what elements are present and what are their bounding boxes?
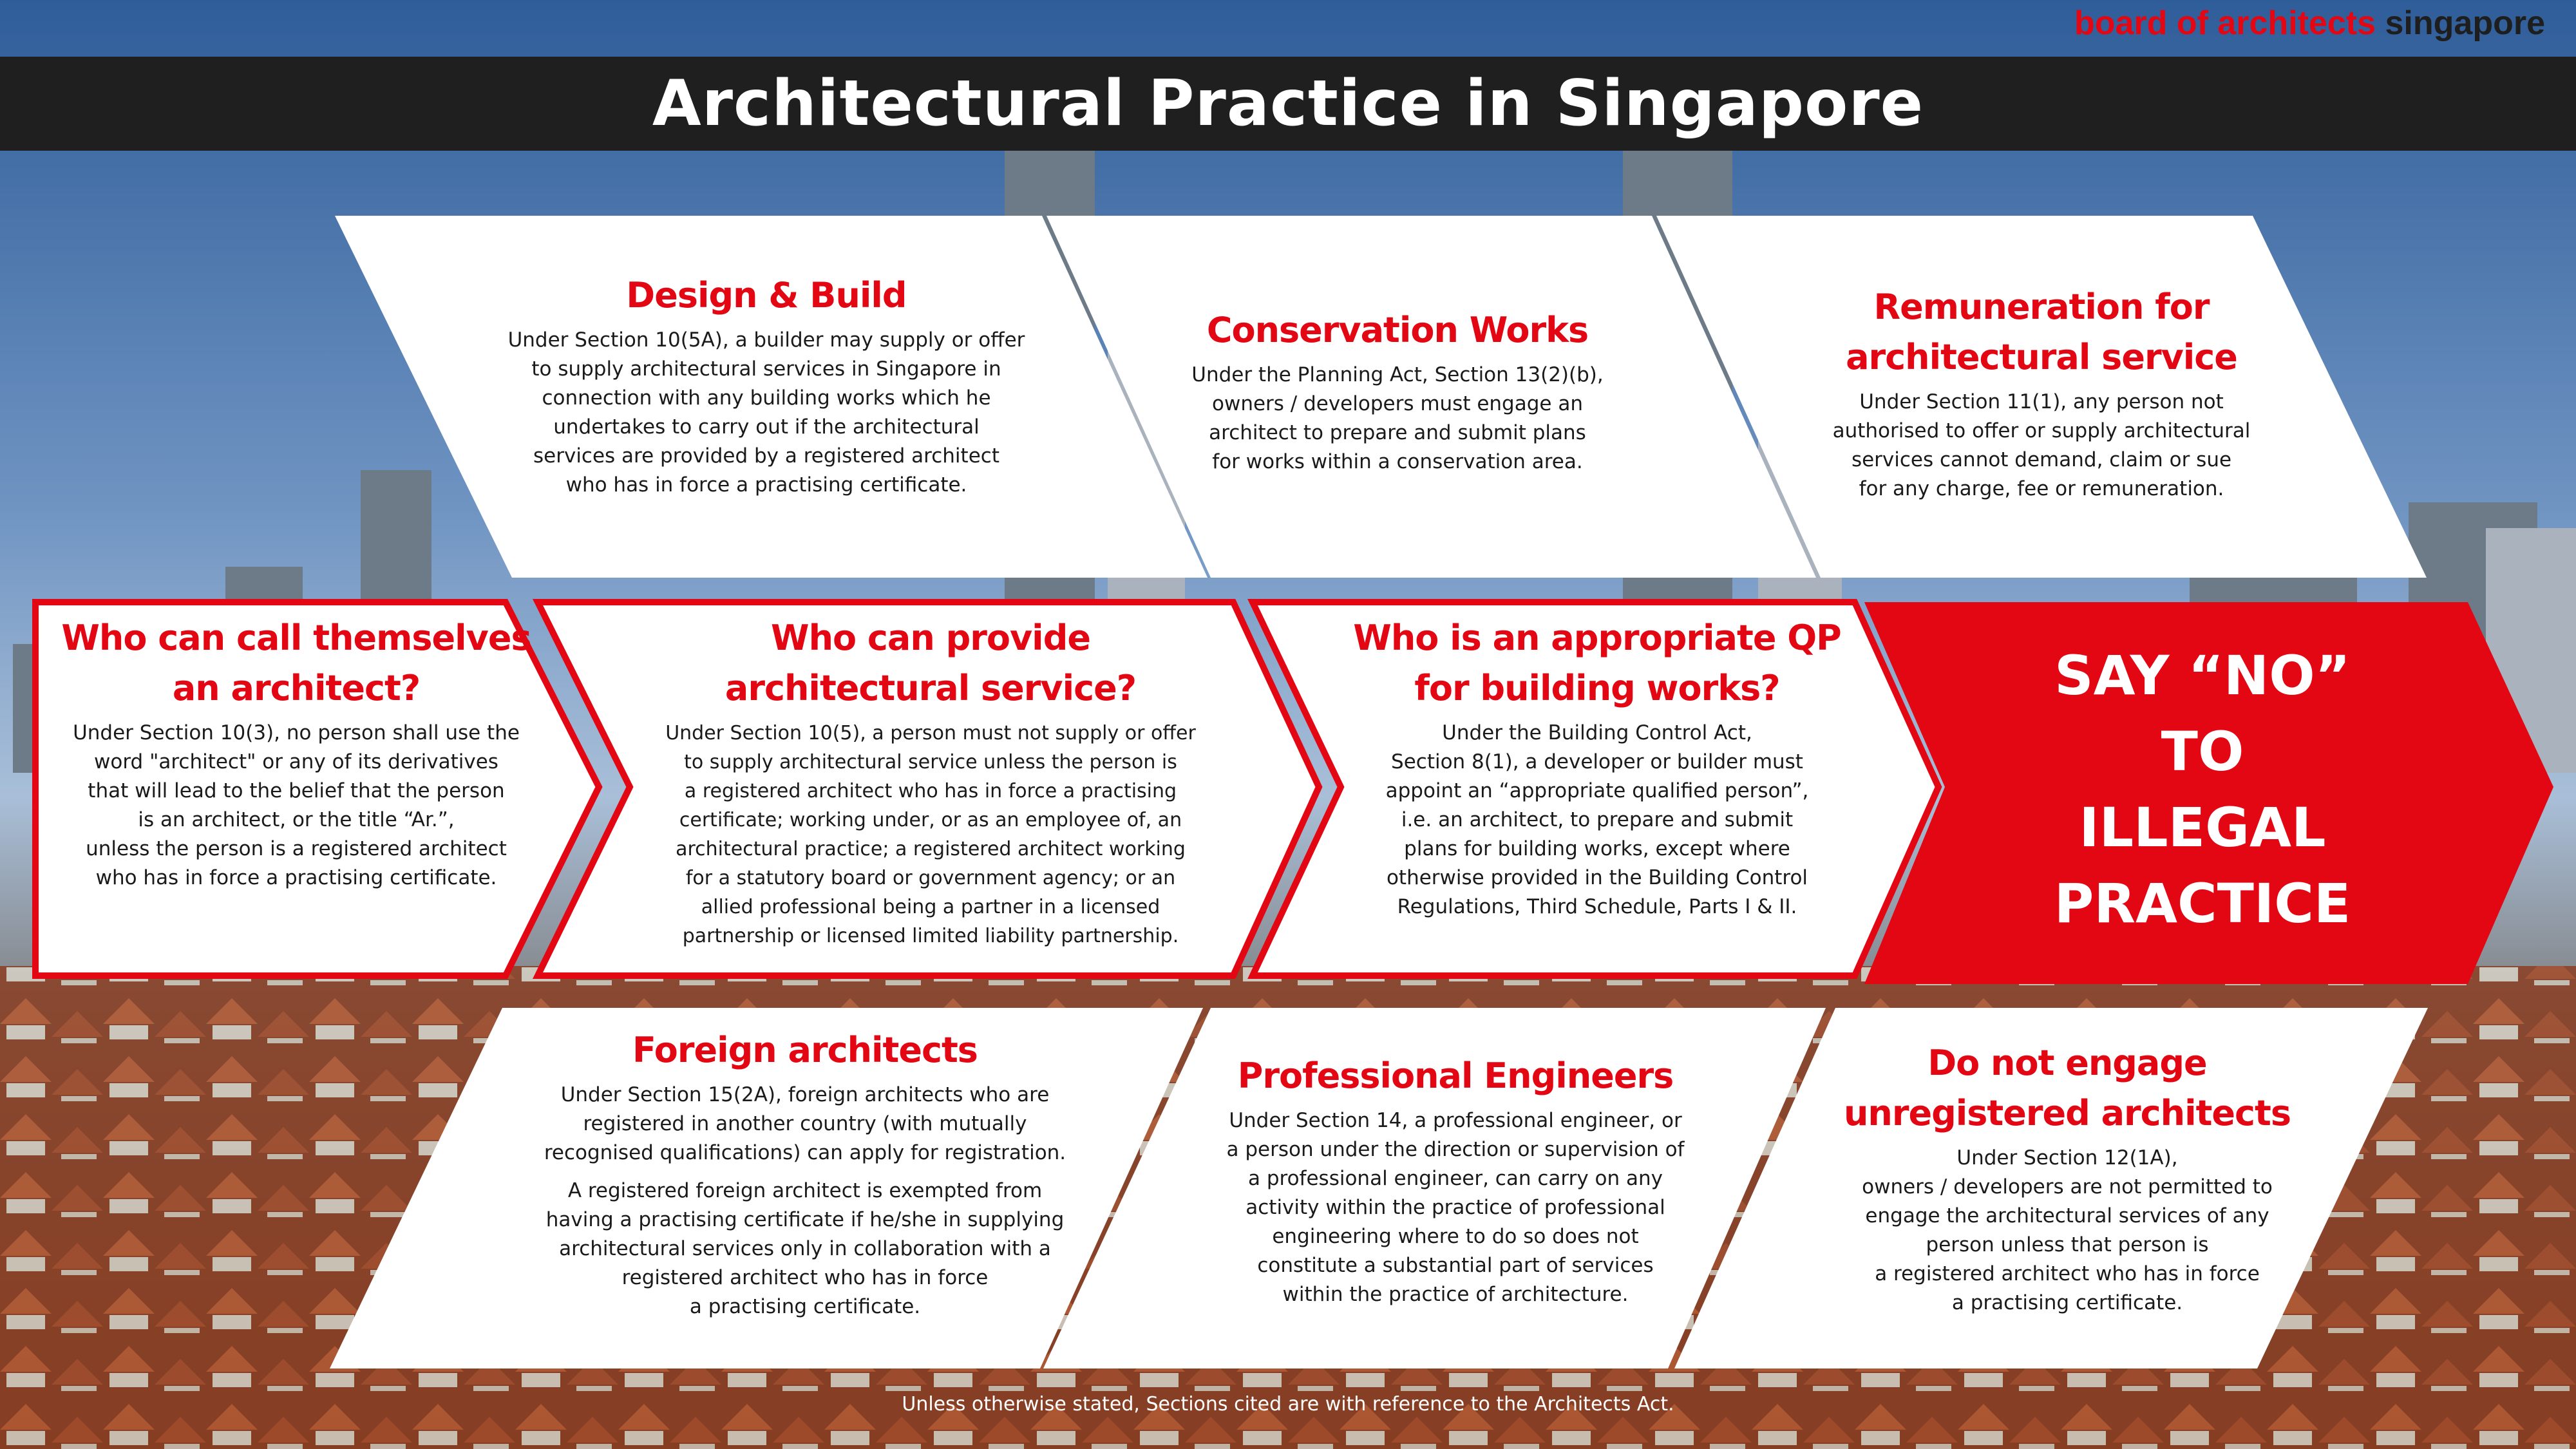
conservation-works-heading: Conservation Works: [1206, 310, 1589, 350]
bottom-panel-unregistered: [1674, 1008, 2428, 1368]
bottom-panel-professional-engineers: [1043, 1008, 1826, 1368]
unregistered-text: Do not engage unregistered architects Und…: [1803, 1038, 2331, 1318]
foreign-architects-body: Under Section 15(2A), foreign architects…: [544, 1083, 1066, 1164]
foreign-architects-heading: Foreign architects: [632, 1030, 978, 1070]
remuneration-heading: Remuneration for architectural service: [1846, 287, 2238, 377]
call-architect-heading: Who can call themselves an architect?: [61, 618, 531, 708]
remuneration-text: Remuneration for architectural service Un…: [1797, 282, 2286, 504]
appropriate-qp-text: Who is an appropriate QP for building wor…: [1352, 613, 1842, 922]
design-build-text: Design & Build Under Section 10(5A), a b…: [489, 270, 1043, 500]
top-panel-conservation-works: [1046, 216, 1816, 578]
provide-service-body: Under Section 10(5), a person must not s…: [665, 722, 1196, 947]
unregistered-heading: Do not engage unregistered architects: [1843, 1043, 2291, 1133]
conservation-works-body: Under the Planning Act, Section 13(2)(b)…: [1191, 363, 1604, 473]
top-panel-remuneration: [1656, 216, 2427, 578]
brand-country: singapore: [2385, 5, 2546, 42]
bottom-panel-foreign-architects: [330, 1008, 1203, 1368]
provide-service-heading: Who can provide architectural service?: [724, 618, 1137, 708]
call-architect-text: Who can call themselves an architect? Und…: [52, 613, 541, 893]
top-panel-design-build: [335, 216, 1208, 578]
middle-chevron-provide-service: [532, 599, 1323, 979]
say-no-callout: SAY “NO” TO ILLEGAL PRACTICE: [2054, 644, 2351, 935]
conservation-works-text: Conservation Works Under the Planning Ac…: [1172, 305, 1623, 477]
brand-name: board of architects: [2074, 5, 2376, 42]
provide-service-text: Who can provide architectural service? Un…: [641, 613, 1220, 951]
call-architect-body: Under Section 10(3), no person shall use…: [73, 721, 520, 889]
unregistered-body: Under Section 12(1A), owners / developers…: [1862, 1146, 2273, 1314]
brand-logo-text: board of architects singapore: [2074, 4, 2545, 43]
design-build-heading: Design & Build: [626, 275, 907, 316]
middle-chevron-appropriate-qp: [1247, 599, 1942, 979]
middle-chevron-call-architect: [32, 599, 603, 979]
callout-arrow: [1864, 602, 2553, 984]
title-bar: Architectural Practice in Singapore: [0, 57, 2576, 151]
design-build-body: Under Section 10(5A), a builder may supp…: [507, 328, 1025, 497]
appropriate-qp-body: Under the Building Control Act, Section 8…: [1385, 721, 1809, 918]
professional-engineers-text: Professional Engineers Under Section 14,…: [1198, 1051, 1713, 1309]
remuneration-body: Under Section 11(1), any person not autho…: [1832, 390, 2251, 500]
foreign-architects-text: Foreign architects Under Section 15(2A),…: [496, 1025, 1114, 1321]
appropriate-qp-heading: Who is an appropriate QP for building wor…: [1353, 618, 1841, 708]
foreign-architects-exemption: A registered foreign architect is exempt…: [545, 1179, 1065, 1318]
footnote: Unless otherwise stated, Sections cited …: [902, 1393, 1674, 1416]
professional-engineers-body: Under Section 14, a professional enginee…: [1226, 1109, 1685, 1306]
professional-engineers-heading: Professional Engineers: [1237, 1056, 1674, 1096]
page-title: Architectural Practice in Singapore: [652, 67, 1924, 140]
